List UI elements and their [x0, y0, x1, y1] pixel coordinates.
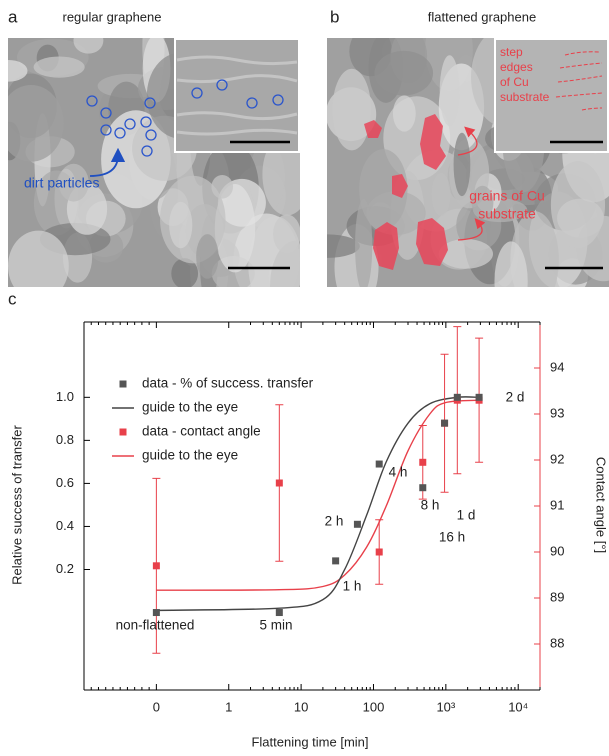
grain [392, 95, 416, 132]
panel-letter: a [8, 7, 18, 26]
legend-marker [119, 428, 127, 436]
arrow [89, 147, 126, 177]
grain [171, 258, 199, 287]
inset-annotation: substrate [500, 90, 550, 104]
legend-label: guide to the eye [142, 400, 238, 415]
legend-label: data - % of success. transfer [142, 376, 314, 391]
point-label: 1 d [457, 508, 476, 523]
y-tick-label: 0.2 [56, 561, 74, 576]
x-tick-label: 10 [294, 699, 308, 714]
grain [332, 68, 372, 151]
data-point [375, 548, 383, 556]
x-tick-label: 100 [363, 699, 385, 714]
x-axis-label: Flattening time [min] [251, 734, 368, 749]
y-tick-label: 0.4 [56, 518, 74, 533]
point-label: 5 min [259, 618, 292, 633]
x-tick-label: 0 [153, 699, 160, 714]
grain [211, 174, 234, 199]
legend-label: data - contact angle [142, 424, 261, 439]
arrow [457, 126, 478, 156]
grain [453, 132, 471, 197]
y2-tick-label: 89 [550, 589, 564, 604]
data-point [152, 609, 160, 617]
guide-line [156, 396, 480, 612]
data-point [332, 557, 340, 565]
point-label: 8 h [421, 498, 440, 513]
point-label: non-flattened [116, 618, 195, 633]
grain-highlights [364, 114, 448, 270]
grain [494, 241, 528, 287]
grain [550, 161, 606, 249]
annotation: dirt particles [24, 175, 99, 191]
point-label: 1 h [343, 579, 362, 594]
scale-bars [228, 140, 603, 270]
x-tick-label: 1 [225, 699, 232, 714]
grain [327, 234, 360, 258]
panel-title: regular graphene [62, 9, 161, 24]
y2-axis-label: Contact angle [°] [594, 457, 609, 553]
annotation: substrate [478, 206, 536, 222]
inset-texture [176, 55, 298, 136]
grain [8, 59, 28, 82]
grain [359, 149, 408, 230]
grain [33, 56, 85, 78]
legend-label: guide to the eye [142, 448, 238, 463]
y2-tick-label: 88 [550, 635, 564, 650]
grain [262, 133, 300, 216]
grain [273, 214, 300, 254]
x-tick-label: 10³ [436, 699, 455, 714]
y2-tick-label: 93 [550, 405, 564, 420]
grain [374, 50, 434, 96]
panel-title: flattened graphene [428, 9, 536, 24]
panel-letter: b [330, 7, 339, 26]
inset-annotation: of Cu [500, 75, 529, 89]
data-point [441, 419, 449, 427]
y-axis-label: Relative success of transfer [9, 424, 24, 584]
y-tick-label: 1.0 [56, 389, 74, 404]
grain [438, 239, 494, 269]
arrow [457, 218, 486, 241]
annotation: grains of Cu [469, 188, 544, 204]
legend-marker [119, 380, 127, 388]
point-label: 2 h [325, 514, 344, 529]
grain [73, 38, 104, 54]
grain [439, 55, 460, 127]
point-label: 2 d [506, 390, 525, 405]
data-point [453, 393, 461, 401]
grain [196, 234, 219, 279]
panel-letter: c [8, 289, 17, 308]
grain [355, 198, 373, 287]
grain [58, 163, 89, 202]
data-point [275, 609, 283, 617]
dirt-circles [86, 79, 284, 157]
data-point [375, 460, 383, 468]
inset-annotation: edges [500, 60, 533, 74]
y-tick-label: 0.8 [56, 432, 74, 447]
data-point [475, 393, 483, 401]
grain [8, 85, 64, 162]
inset-b [494, 38, 609, 153]
y-tick-label: 0.6 [56, 475, 74, 490]
data-point [152, 562, 160, 570]
grain [471, 185, 494, 220]
data-point [419, 458, 427, 466]
x-tick-label: 10⁴ [508, 699, 528, 714]
y2-tick-label: 92 [550, 451, 564, 466]
y2-tick-label: 91 [550, 497, 564, 512]
data-point [353, 520, 361, 528]
y2-tick-label: 94 [550, 359, 564, 374]
step-edge-lines [555, 51, 603, 111]
grain [8, 230, 69, 287]
point-label: 16 h [439, 530, 465, 545]
point-label: 4 h [389, 465, 408, 480]
y2-tick-label: 90 [550, 543, 564, 558]
data-point [275, 479, 283, 487]
data-point [419, 484, 427, 492]
inset-annotation: step [500, 45, 523, 59]
guide-line [156, 399, 480, 591]
grain [431, 172, 451, 216]
grain [169, 201, 193, 249]
